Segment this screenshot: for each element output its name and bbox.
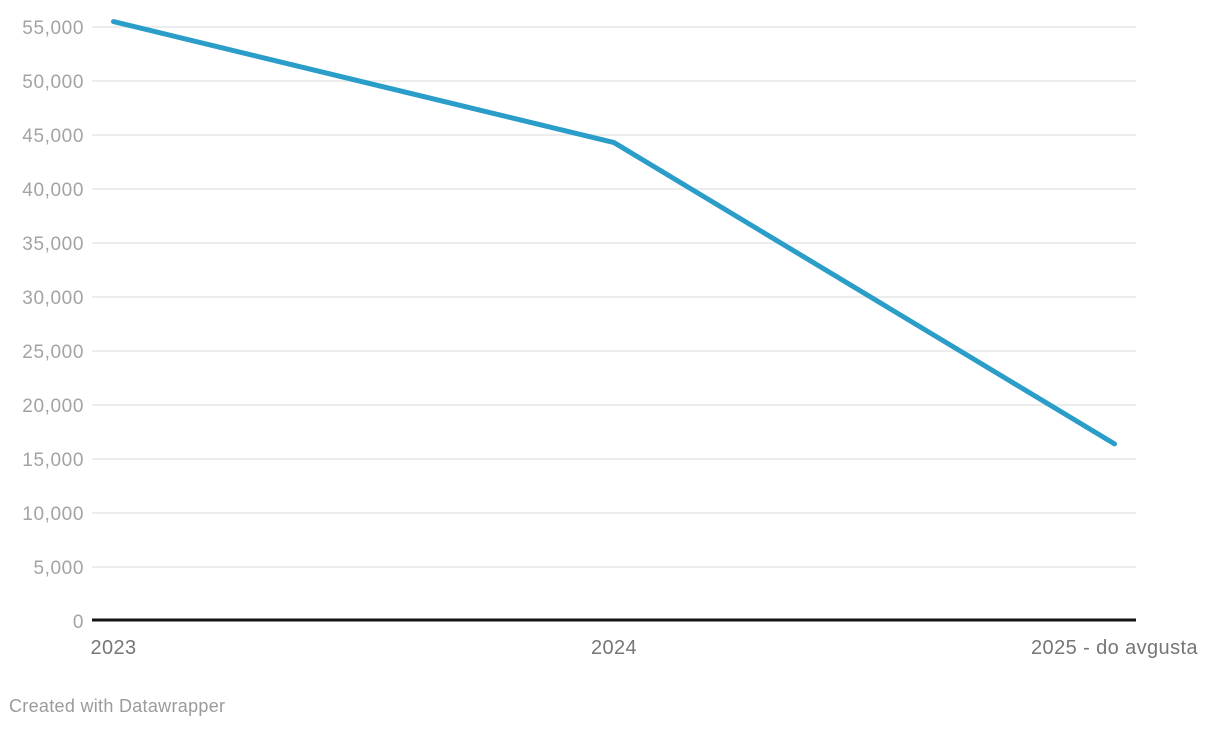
y-axis-tick-label: 30,000 xyxy=(22,288,84,309)
gridlines-group xyxy=(92,26,1136,568)
data-line-group xyxy=(111,19,1117,447)
y-axis-tick-label: 5,000 xyxy=(33,558,84,579)
y-axis-group: 0 5,000 10,000 15,000 20,000 25,000 30,000 35,0… xyxy=(22,18,84,633)
y-axis-tick-label: 25,000 xyxy=(22,342,84,363)
x-axis-label: 2023 xyxy=(90,637,136,659)
y-axis-tick-label: 50,000 xyxy=(22,72,84,93)
y-axis-tick-label: 35,000 xyxy=(22,234,84,255)
y-axis-tick-label: 45,000 xyxy=(22,126,84,147)
x-axis-label: 2025 - do avgusta xyxy=(1031,637,1198,659)
x-axis-group: 2023 2024 2025 - do avgusta xyxy=(90,618,1198,659)
chart-canvas: 0 5,000 10,000 15,000 20,000 25,000 30,000 35,0… xyxy=(22,18,1198,659)
data-line xyxy=(111,19,1117,447)
y-axis-tick-label: 40,000 xyxy=(22,180,84,201)
attribution-text: Created with Datawrapper xyxy=(9,696,226,716)
y-axis-tick-label: 15,000 xyxy=(22,450,84,471)
y-axis-tick-label: 20,000 xyxy=(22,396,84,417)
y-axis-tick-label: 10,000 xyxy=(22,504,84,525)
y-axis-tick-label: 55,000 xyxy=(22,18,84,39)
y-axis-tick-label: 0 xyxy=(73,612,84,633)
x-axis-label: 2024 xyxy=(591,637,637,659)
